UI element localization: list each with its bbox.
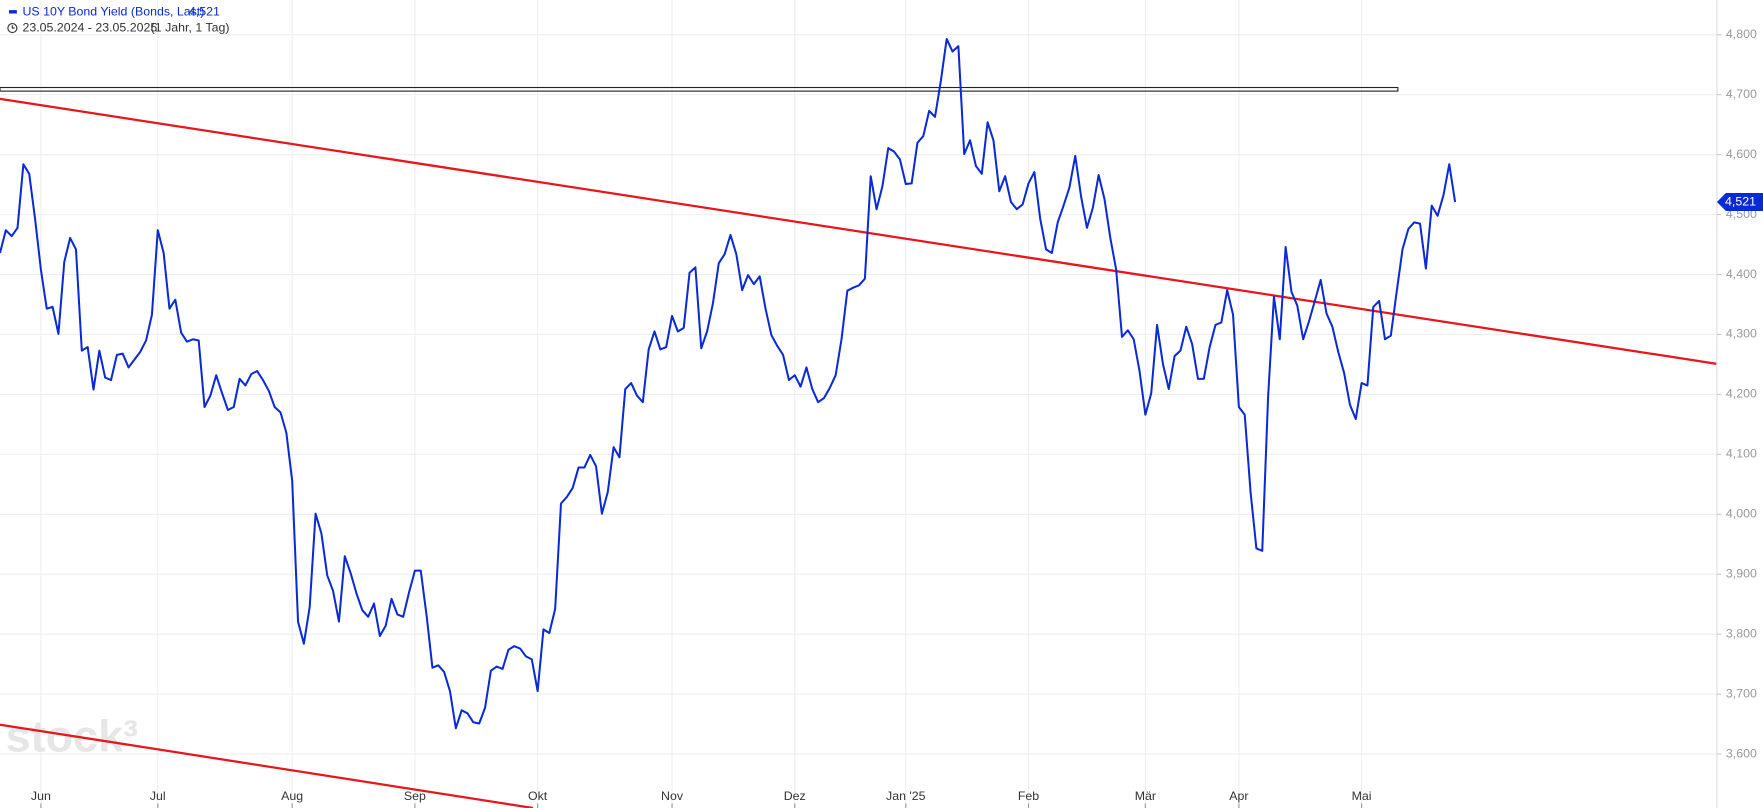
clock-icon	[7, 23, 18, 34]
y-tick-label: 4,400	[1726, 267, 1757, 281]
legend-swatch	[8, 10, 17, 14]
x-tick-label: Nov	[661, 789, 684, 803]
y-tick-label: 4,000	[1726, 507, 1757, 521]
x-tick-label: Dez	[784, 789, 806, 803]
plot-area	[0, 37, 1717, 808]
y-tick-label: 3,600	[1726, 746, 1757, 760]
last-value-badge	[1716, 193, 1763, 211]
legend-title: US 10Y Bond Yield (Bonds, Last)	[22, 5, 204, 19]
x-tick-label: Apr	[1229, 789, 1248, 803]
y-tick-label: 4,700	[1726, 87, 1757, 101]
x-tick-label: Jan '25	[886, 789, 926, 803]
x-tick-label: Aug	[281, 789, 303, 803]
price-line	[0, 37, 1457, 730]
x-tick-label: Jul	[150, 789, 166, 803]
annotation-box	[0, 86, 1399, 92]
y-tick-label: 4,600	[1726, 147, 1757, 161]
x-tick-label: Sep	[404, 789, 426, 803]
last-value-label: 4,521	[1725, 194, 1756, 208]
date-range: 23.05.2024 - 23.05.2025	[22, 20, 157, 34]
y-tick-label: 4,300	[1726, 327, 1757, 341]
y-tick-label: 4,200	[1726, 387, 1757, 401]
y-tick-label: 3,900	[1726, 566, 1757, 580]
legend-value: 4,521	[189, 5, 220, 19]
y-tick-label: 3,800	[1726, 626, 1757, 640]
y-tick-label: 4,800	[1726, 27, 1757, 41]
y-tick-label: 4,100	[1726, 447, 1757, 461]
period: (1 Jahr, 1 Tag)	[151, 20, 230, 34]
trend-line	[0, 723, 534, 808]
axes: 3,600 3,700 3,800 3,900 4,000 4,100 4,200 4,300…	[31, 27, 1763, 808]
y-tick-label: 3,700	[1726, 686, 1757, 700]
x-tick-label: Mai	[1352, 789, 1372, 803]
x-tick-label: Jun	[31, 789, 51, 803]
trend-line	[0, 97, 1717, 365]
grid	[0, 0, 1717, 808]
clock-hands	[11, 25, 15, 29]
x-tick-label: Feb	[1018, 789, 1039, 803]
x-tick-label: Mär	[1135, 789, 1156, 803]
x-tick-label: Okt	[528, 789, 548, 803]
